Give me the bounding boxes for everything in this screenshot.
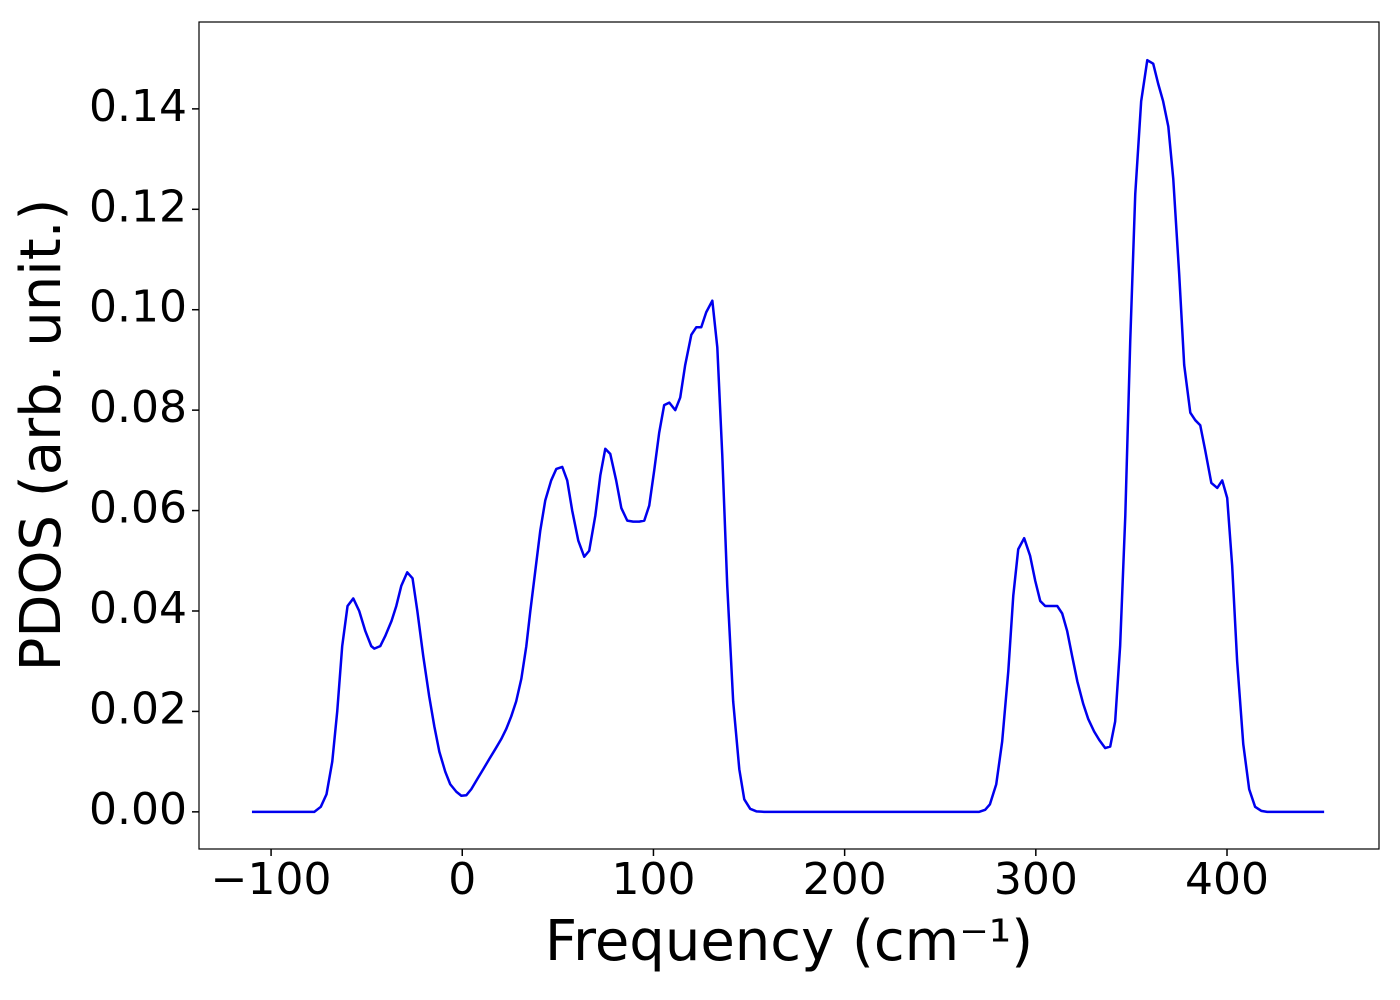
y-tick-label: 0.10 [89,282,187,333]
y-axis-label: PDOS (arb. unit.) [9,199,74,672]
y-tick-label: 0.04 [89,583,187,634]
x-axis-label: Frequency (cm⁻¹) [545,909,1033,974]
x-tick-label: 100 [611,854,695,905]
x-tick-label: 400 [1185,854,1269,905]
x-tick-label: 200 [803,854,887,905]
y-tick-label: 0.08 [89,382,187,433]
y-tick-label: 0.00 [89,784,187,835]
x-tick-label: 300 [994,854,1078,905]
data-line [251,58,1325,814]
x-tick-label: −100 [211,854,332,905]
y-tick-label: 0.06 [89,483,187,534]
y-tick-label: 0.14 [89,81,187,132]
plot-frame [198,21,1380,850]
y-tick-label: 0.12 [89,181,187,232]
y-tick-label: 0.02 [89,683,187,734]
x-tick-label: 0 [448,854,476,905]
